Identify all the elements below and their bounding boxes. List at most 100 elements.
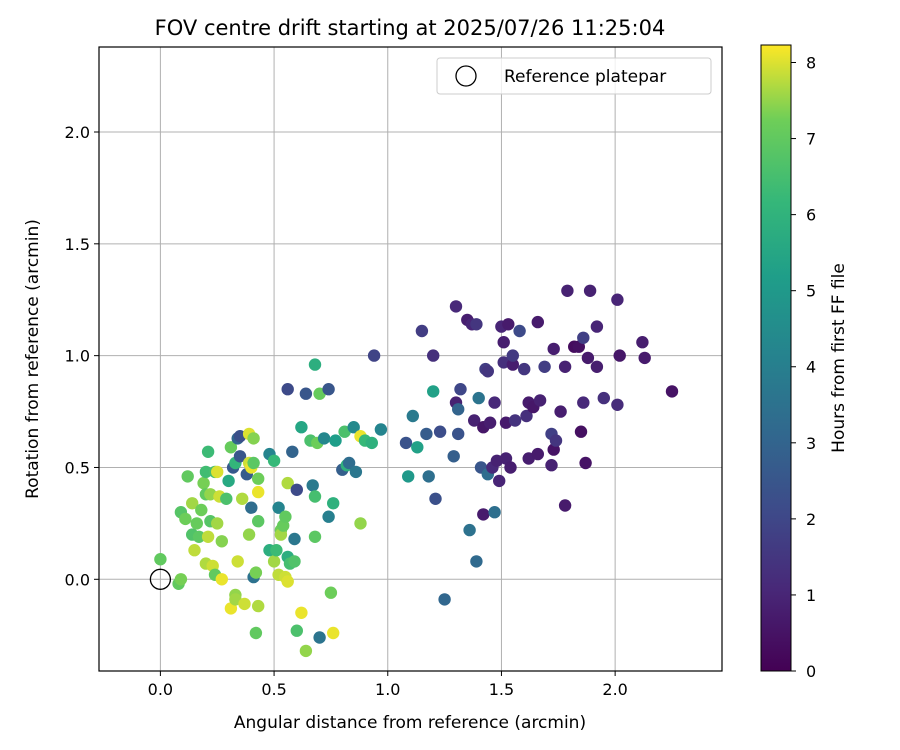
data-point: [249, 626, 263, 640]
data-point: [281, 476, 294, 490]
data-point: [493, 474, 506, 488]
data-point: [181, 470, 194, 483]
data-point: [463, 523, 476, 537]
data-point: [406, 409, 419, 423]
y-tick-label: 0.5: [65, 458, 90, 477]
data-point: [545, 459, 558, 472]
data-point: [520, 409, 533, 423]
data-point: [327, 497, 340, 510]
data-point: [488, 396, 501, 409]
colorbar-ticks: 0 1 2 3 4 5 6 7 8: [791, 53, 816, 681]
data-point: [288, 555, 301, 568]
data-point: [518, 362, 531, 376]
data-point: [324, 586, 338, 599]
data-point: [342, 456, 356, 470]
data-point: [224, 441, 238, 454]
data-point: [577, 396, 590, 409]
plot-frame: [98, 46, 723, 672]
data-point: [272, 501, 285, 514]
data-point: [433, 425, 447, 438]
data-point: [281, 575, 294, 588]
data-point: [252, 515, 265, 528]
data-point: [245, 501, 258, 514]
x-tick-label: 1.0: [375, 680, 400, 699]
legend-box: [436, 57, 712, 95]
data-point: [288, 532, 301, 546]
data-point: [558, 499, 572, 512]
x-tick-label: 1.5: [489, 680, 514, 699]
data-point: [308, 530, 322, 543]
data-point: [611, 293, 624, 306]
data-point: [267, 454, 281, 467]
data-point: [249, 566, 263, 579]
data-point: [211, 517, 224, 530]
data-point: [154, 553, 167, 566]
data-point: [613, 349, 626, 362]
y-axis-label: Rotation from reference (arcmin): [23, 219, 43, 499]
data-point: [354, 517, 367, 530]
data-point: [365, 436, 378, 450]
data-point: [538, 360, 551, 373]
data-point: [411, 441, 424, 454]
y-tick-label: 1.5: [65, 235, 90, 254]
data-point: [190, 517, 203, 530]
data-point: [452, 427, 465, 441]
data-point: [322, 383, 335, 396]
data-point: [281, 383, 294, 396]
data-point: [583, 284, 597, 297]
legend: Reference platepar: [436, 57, 712, 95]
colorbar-tick-label: 5: [806, 282, 816, 301]
data-point: [252, 485, 265, 499]
data-point: [197, 476, 210, 490]
data-point: [347, 421, 360, 434]
reference-marker: [149, 568, 172, 590]
data-point: [429, 492, 442, 505]
y-ticks: 0.0 0.5 1.0 1.5 2.0: [65, 123, 99, 589]
data-point: [470, 555, 483, 568]
data-point: [483, 416, 497, 429]
data-point: [299, 644, 313, 658]
data-point: [497, 336, 510, 349]
data-point: [468, 414, 481, 427]
data-point: [531, 315, 544, 329]
data-point: [402, 470, 415, 483]
data-point: [558, 360, 572, 373]
data-point: [399, 436, 413, 450]
data-point: [192, 530, 206, 543]
data-point: [420, 427, 433, 441]
x-ticks: 0.0 0.5 1.0 1.5 2.0: [148, 671, 628, 699]
data-point: [367, 349, 381, 362]
data-point: [506, 358, 519, 371]
data-point: [438, 593, 451, 606]
data-point: [222, 474, 235, 488]
data-point: [201, 530, 215, 543]
x-axis-label: Angular distance from reference (arcmin): [234, 713, 586, 733]
data-point: [427, 349, 440, 362]
data-point: [215, 573, 228, 586]
y-tick-label: 1.0: [65, 347, 90, 366]
data-point: [242, 528, 256, 541]
data-point: [449, 300, 463, 313]
data-point: [533, 394, 547, 407]
data-point: [513, 324, 526, 338]
data-point: [174, 573, 188, 586]
data-point: [454, 383, 467, 396]
colorbar-tick-label: 1: [806, 586, 816, 605]
colorbar-tick-label: 6: [806, 206, 816, 225]
reference-point: [149, 568, 172, 590]
data-point: [427, 385, 440, 398]
data-point: [581, 351, 595, 365]
data-point: [247, 432, 260, 445]
data-point: [290, 624, 303, 637]
colorbar-tick-label: 3: [806, 434, 816, 453]
colorbar-tick-label: 7: [806, 130, 816, 149]
data-point: [374, 423, 388, 436]
data-point: [329, 434, 342, 447]
x-tick-label: 0.0: [148, 680, 173, 699]
data-point: [349, 465, 363, 479]
data-point: [252, 472, 265, 485]
data-point: [590, 360, 604, 373]
data-point: [488, 506, 501, 519]
data-point: [317, 432, 331, 445]
colorbar-tick-label: 8: [806, 53, 816, 72]
